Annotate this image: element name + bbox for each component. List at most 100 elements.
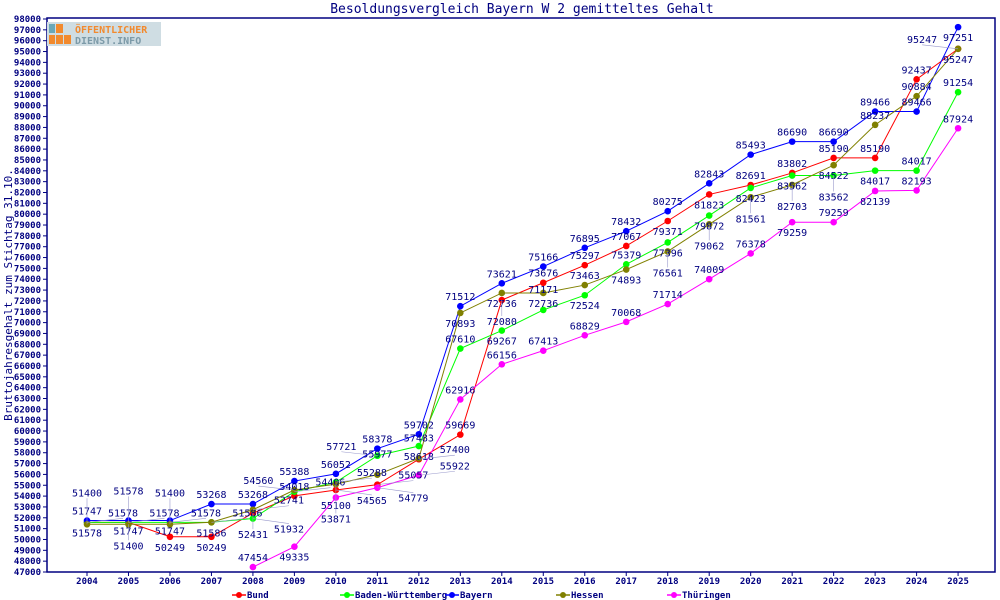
label-leader xyxy=(377,480,414,485)
y-tick-label: 87000 xyxy=(14,134,41,144)
data-label: 92437 xyxy=(902,65,932,76)
data-point xyxy=(954,23,962,31)
label-leader xyxy=(252,505,289,511)
data-label: 95247 xyxy=(943,55,973,66)
legend-marker xyxy=(449,592,455,598)
y-tick-label: 74000 xyxy=(14,275,41,285)
y-tick-label: 86000 xyxy=(14,145,41,155)
y-tick-label: 96000 xyxy=(14,37,41,47)
data-label: 51747 xyxy=(155,527,185,538)
data-label: 54560 xyxy=(243,476,273,487)
data-point xyxy=(913,108,920,115)
data-label: 55977 xyxy=(362,450,392,461)
data-label: 84017 xyxy=(860,177,890,188)
data-label: 82843 xyxy=(694,169,724,180)
y-tick-label: 93000 xyxy=(14,69,41,79)
y-tick-label: 48000 xyxy=(14,557,41,567)
data-label: 76378 xyxy=(736,239,766,250)
data-point xyxy=(498,280,506,287)
data-label: 85190 xyxy=(819,144,849,155)
data-label: 53871 xyxy=(321,514,351,525)
data-label: 79371 xyxy=(653,227,683,238)
data-label: 51578 xyxy=(149,508,179,519)
data-label: 51578 xyxy=(113,486,143,497)
data-point xyxy=(415,455,423,462)
x-tick-label: 2017 xyxy=(615,577,637,587)
y-tick-label: 91000 xyxy=(14,91,41,101)
data-label: 70068 xyxy=(611,308,641,319)
label-leader xyxy=(86,518,124,523)
y-tick-label: 70000 xyxy=(14,319,41,329)
y-tick-label: 72000 xyxy=(14,297,41,307)
data-label: 51578 xyxy=(108,508,138,519)
data-label: 90884 xyxy=(902,82,932,93)
data-label: 55288 xyxy=(357,468,387,479)
data-point xyxy=(871,154,879,162)
x-tick-label: 2011 xyxy=(367,577,389,587)
series-line-Thüringen xyxy=(252,127,959,568)
x-tick-label: 2020 xyxy=(740,577,762,587)
x-tick-label: 2008 xyxy=(242,577,264,587)
data-point xyxy=(747,151,754,158)
label-leader xyxy=(211,517,248,523)
data-label: 56052 xyxy=(321,460,351,471)
data-point xyxy=(622,318,630,326)
data-label: 73621 xyxy=(487,269,517,280)
data-label: 51400 xyxy=(113,541,143,552)
data-point xyxy=(498,360,506,368)
data-label: 85493 xyxy=(736,141,766,152)
data-point xyxy=(664,300,672,308)
data-label: 89466 xyxy=(902,98,932,109)
data-point xyxy=(539,347,547,354)
y-tick-label: 62000 xyxy=(14,405,41,415)
data-label: 72524 xyxy=(570,301,600,312)
data-point xyxy=(622,227,630,235)
svg-text:ÖFFENTLICHER: ÖFFENTLICHER xyxy=(75,22,148,36)
data-point xyxy=(913,92,920,100)
x-tick-label: 2004 xyxy=(76,577,98,587)
x-tick-label: 2013 xyxy=(449,577,471,587)
data-label: 51586 xyxy=(196,528,226,539)
label-leader xyxy=(418,470,455,476)
data-label: 51932 xyxy=(274,525,304,536)
data-label: 53268 xyxy=(196,490,226,501)
y-tick-label: 51000 xyxy=(14,525,41,535)
x-tick-label: 2024 xyxy=(906,577,928,587)
y-tick-label: 60000 xyxy=(14,427,41,437)
y-tick-label: 59000 xyxy=(14,438,41,448)
data-point xyxy=(415,430,423,438)
y-tick-label: 95000 xyxy=(14,48,41,58)
data-label: 82193 xyxy=(902,176,932,187)
y-tick-label: 58000 xyxy=(14,449,41,459)
x-tick-label: 2012 xyxy=(408,577,430,587)
data-label: 86690 xyxy=(819,128,849,139)
data-point xyxy=(581,261,589,269)
data-label: 91254 xyxy=(943,78,973,89)
y-tick-label: 57000 xyxy=(14,460,41,470)
legend-marker xyxy=(560,592,566,598)
x-tick-label: 2016 xyxy=(574,577,596,587)
x-tick-label: 2014 xyxy=(491,577,513,587)
data-label: 54565 xyxy=(357,496,387,507)
data-label: 95247 xyxy=(907,35,937,46)
data-label: 74009 xyxy=(694,265,724,276)
y-tick-label: 83000 xyxy=(14,178,41,188)
label-leader xyxy=(294,487,331,492)
series-line-Bayern xyxy=(87,26,959,522)
data-point xyxy=(249,506,257,514)
data-point xyxy=(415,442,423,450)
data-label: 54406 xyxy=(315,478,345,489)
x-tick-label: 2019 xyxy=(698,577,720,587)
y-tick-label: 65000 xyxy=(14,373,41,383)
x-tick-label: 2018 xyxy=(657,577,679,587)
y-tick-label: 66000 xyxy=(14,362,41,372)
data-label: 52431 xyxy=(238,530,268,541)
data-label: 57483 xyxy=(404,433,434,444)
x-tick-label: 2005 xyxy=(118,577,140,587)
data-point xyxy=(871,187,879,195)
series-line-Bund xyxy=(87,48,959,538)
data-label: 71714 xyxy=(653,290,683,301)
y-tick-label: 73000 xyxy=(14,286,41,296)
data-label: 75379 xyxy=(611,250,641,261)
